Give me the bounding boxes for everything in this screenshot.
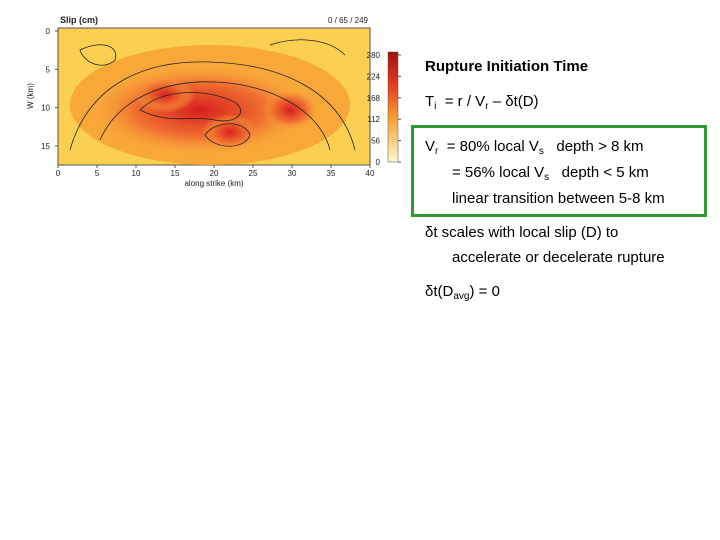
x-tick-label: 20 xyxy=(210,169,219,178)
box-line: Vr = 80% local Vs depth > 8 km xyxy=(425,138,644,157)
slip-region xyxy=(262,90,318,130)
slip-region xyxy=(202,114,258,150)
y-tick-label: 5 xyxy=(46,65,51,74)
highlight-box xyxy=(411,125,707,217)
text: δt(D xyxy=(425,283,454,300)
y-tick-label: 0 xyxy=(46,27,51,36)
colorbar xyxy=(387,51,399,163)
subscript: i xyxy=(434,101,437,112)
colorbar-tick-label: 168 xyxy=(367,94,381,103)
contours xyxy=(69,39,356,151)
y-tick-label: 10 xyxy=(41,104,50,113)
slide-title: Rupture Initiation Time xyxy=(425,58,589,75)
text: depth < 5 km xyxy=(561,164,649,181)
colorbar-tick-label: 280 xyxy=(367,51,381,60)
x-tick-label: 25 xyxy=(249,169,258,178)
x-tick-label: 40 xyxy=(366,169,375,178)
subscript: avg xyxy=(453,291,470,302)
y-label: W (km) xyxy=(26,83,35,109)
subscript: r xyxy=(435,146,439,157)
text: = 80% local V xyxy=(446,138,539,155)
subscript: r xyxy=(485,101,489,112)
x-tick-label: 35 xyxy=(327,169,336,178)
text: – δt(D) xyxy=(492,93,539,110)
colorbar-tick-label: 56 xyxy=(371,137,380,146)
note: accelerate or decelerate rupture xyxy=(452,249,665,266)
x-tick-label: 10 xyxy=(132,169,141,178)
subscript: s xyxy=(544,172,550,183)
slip-region xyxy=(135,77,195,113)
colorbar-tick-label: 0 xyxy=(376,158,381,167)
box-line: linear transition between 5-8 km xyxy=(452,190,665,207)
colorbar-tick-label: 224 xyxy=(367,72,381,81)
text: depth > 8 km xyxy=(556,138,644,155)
note: δt(Davg) = 0 xyxy=(425,283,500,302)
subscript: s xyxy=(538,146,544,157)
x-tick-label: 15 xyxy=(171,169,180,178)
x-label: along strike (km) xyxy=(184,179,243,188)
text: T xyxy=(425,93,435,110)
text: = r / V xyxy=(444,93,486,110)
text: ) = 0 xyxy=(469,283,500,300)
note: δt scales with local slip (D) to xyxy=(425,224,619,241)
figure-info: 0 / 65 / 249 xyxy=(328,16,369,25)
text: = 56% local V xyxy=(452,164,545,181)
figure-title: Slip (cm) xyxy=(60,15,98,25)
colorbar-tick-label: 112 xyxy=(367,115,380,124)
x-tick-label: 0 xyxy=(56,169,61,178)
box-line: = 56% local Vs depth < 5 km xyxy=(452,164,649,183)
x-tick-label: 30 xyxy=(288,169,297,178)
y-tick-label: 15 xyxy=(41,142,50,151)
text: V xyxy=(425,138,436,155)
x-tick-label: 5 xyxy=(95,169,100,178)
slip-figure: Slip (cm) 0 / 65 / 249 along strike (km)… xyxy=(26,15,401,188)
equation: Ti = r / Vr – δt(D) xyxy=(425,93,539,112)
